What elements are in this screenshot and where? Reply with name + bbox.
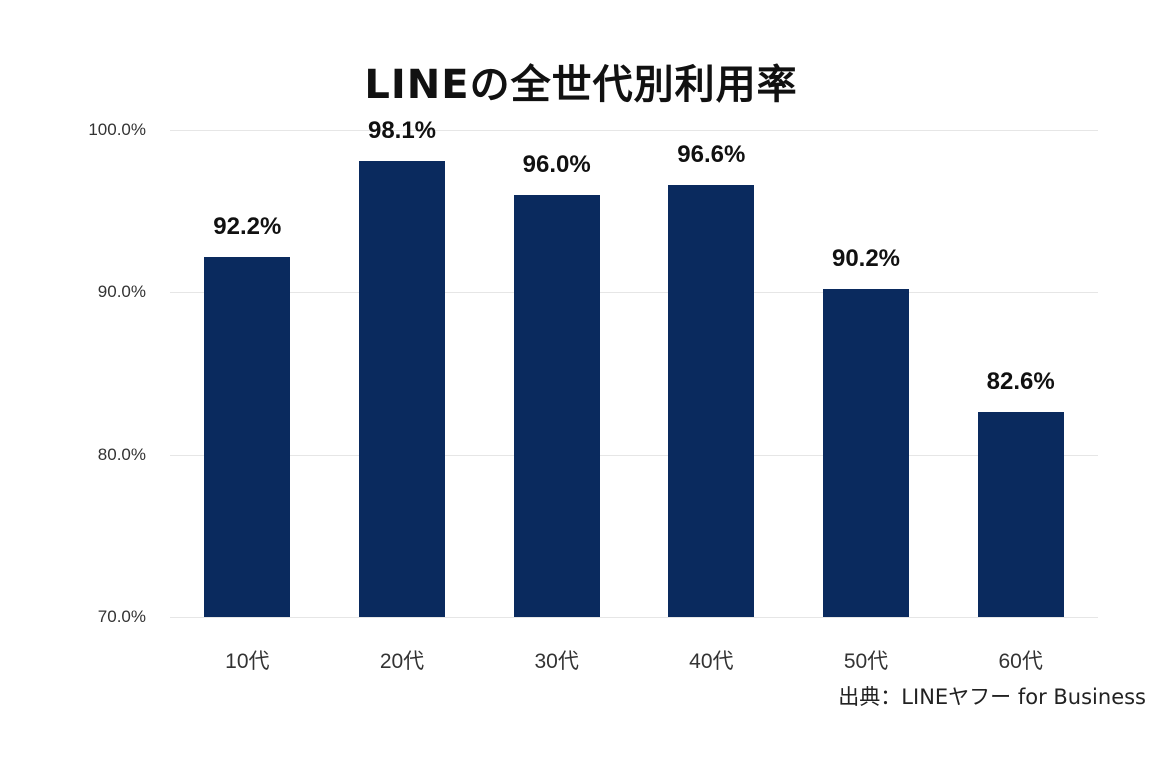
bar-20代 [359,160,445,617]
y-axis-tick-label: 90.0% [97,282,146,302]
gridline [170,130,1098,131]
bar-value-label: 96.6% [677,141,746,169]
y-axis-tick-label: 70.0% [97,607,146,626]
x-axis-tick-label: 50代 [843,650,889,673]
x-axis-tick-label: 10代 [225,650,270,673]
y-axis-tick-label: 100.0% [88,120,146,139]
bar-40代 [668,185,755,617]
x-axis-tick-label: 30代 [534,650,579,673]
bar-value-label: 92.2% [213,212,282,240]
chart-title: LINEの全世代別利用率 [364,62,798,108]
bar-value-label: 82.6% [986,368,1055,396]
bar-50代 [823,289,909,617]
bar-value-label: 90.2% [831,245,901,273]
bar-30代 [513,194,600,617]
gridline [170,617,1098,618]
y-axis-tick-label: 80.0% [97,444,146,464]
x-axis-tick-label: 40代 [689,650,734,673]
x-axis-tick-label: 20代 [379,650,425,673]
source-note: 出典：LINEヤフー for Business [838,685,1146,709]
bar-value-label: 96.0% [522,150,591,178]
plot-area [170,130,1098,618]
gridline [170,454,1098,456]
bar-10代 [204,256,291,617]
bar-60代 [977,412,1064,617]
bar-value-label: 98.1% [367,116,437,144]
x-axis-tick-label: 60代 [998,650,1043,673]
gridline [170,292,1098,294]
